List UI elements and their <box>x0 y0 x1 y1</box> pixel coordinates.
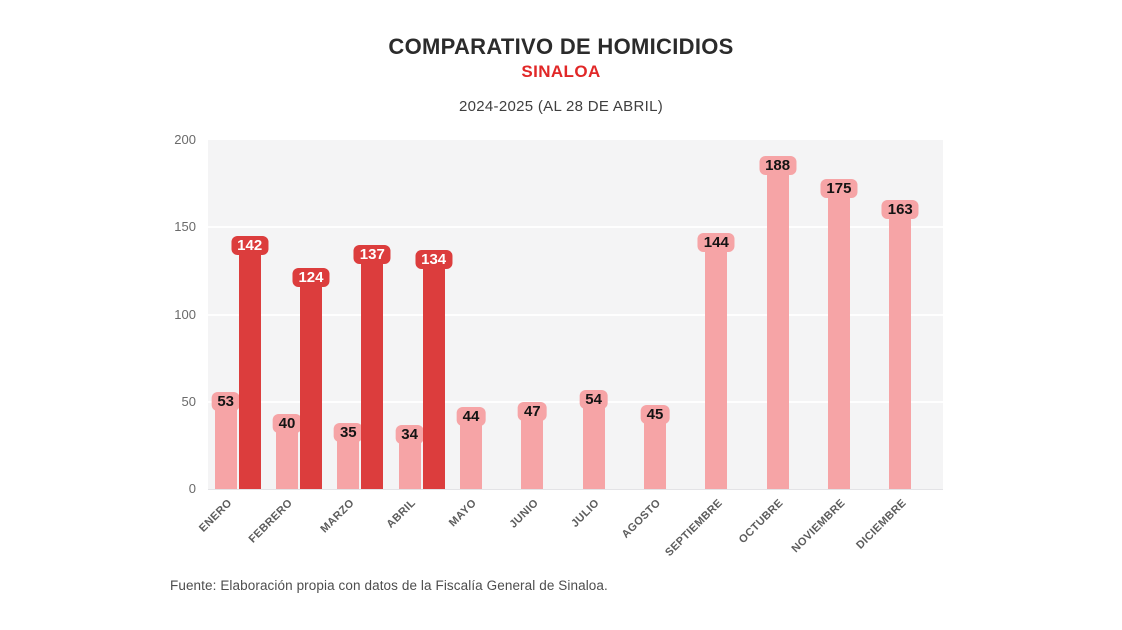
bar-value-label-2024-noviembre: 175 <box>820 178 858 198</box>
bar-2024-diciembre: 163 <box>881 199 919 489</box>
y-axis-label-0: 0 <box>188 481 196 496</box>
x-axis-label-abril: ABRIL <box>384 497 419 531</box>
month-group-enero: 53 142 ENERO <box>195 140 269 535</box>
x-axis-label-marzo: MARZO <box>318 497 357 536</box>
bar-2024-marzo: 35 <box>333 422 363 489</box>
x-axis-label-noviembre: NOVIEMBRE <box>789 497 848 556</box>
bar-value-label-2024-febrero: 40 <box>272 414 302 434</box>
bar-2024-noviembre: 175 <box>820 178 858 489</box>
bar-2025-febrero: 124 <box>292 267 330 489</box>
y-axis-label-100: 100 <box>174 306 196 322</box>
bar-value-label-2024-abril: 34 <box>395 424 424 444</box>
source-note: Fuente: Elaboración propia con datos de … <box>170 578 608 593</box>
bar-2024-julio: 54 <box>579 389 608 489</box>
bar-2024-enero: 53 <box>211 391 240 489</box>
bar-2024-mayo: 44 <box>456 407 486 489</box>
gridline-100 <box>208 313 943 316</box>
x-axis-label-junio: JUNIO <box>507 497 541 531</box>
bar-value-label-2024-mayo: 44 <box>456 407 486 427</box>
bar-value-label-2024-agosto: 45 <box>640 405 670 425</box>
bar-2024-junio: 47 <box>517 402 547 489</box>
bar-2024-abril: 34 <box>395 424 424 489</box>
month-group-mayo: 44 MAYO <box>440 140 501 529</box>
bar-value-label-2024-octubre: 188 <box>759 155 797 175</box>
x-axis-label-agosto: AGOSTO <box>619 497 664 541</box>
y-axis-label-50: 50 <box>181 393 196 409</box>
month-group-octubre: 188 OCTUBRE <box>737 140 808 546</box>
bar-value-label-2025-abril: 134 <box>415 250 453 270</box>
y-axis-label-150: 150 <box>174 219 196 235</box>
y-axis-label-200: 200 <box>174 132 196 147</box>
bar-value-label-2024-junio: 47 <box>517 402 547 421</box>
x-axis-label-septiembre: SEPTIEMBRE <box>662 497 725 559</box>
bar-value-label-2024-diciembre: 163 <box>881 199 919 219</box>
plot-area <box>208 140 943 490</box>
month-group-agosto: 45 AGOSTO <box>620 140 685 541</box>
month-group-abril: 34 134 ABRIL <box>379 140 453 531</box>
bar-value-label-2024-septiembre: 144 <box>697 232 735 252</box>
month-group-junio: 47 JUNIO <box>502 140 563 531</box>
bar-value-label-2024-julio: 54 <box>579 389 608 409</box>
month-group-marzo: 35 137 MARZO <box>318 140 391 535</box>
bar-value-label-2025-febrero: 124 <box>292 267 330 287</box>
bar-2024-septiembre: 144 <box>697 232 735 489</box>
x-axis-label-octubre: OCTUBRE <box>737 497 787 546</box>
bar-2024-agosto: 45 <box>640 405 670 489</box>
bar-2025-enero: 142 <box>231 236 269 489</box>
month-group-septiembre: 144 SEPTIEMBRE <box>663 140 747 559</box>
bar-value-label-2024-marzo: 35 <box>333 422 363 442</box>
chart-title: COMPARATIVO DE HOMICIDIOS <box>388 34 734 59</box>
x-axis-label-mayo: MAYO <box>447 497 480 530</box>
bar-value-label-2025-enero: 142 <box>231 236 269 256</box>
gridline-50 <box>208 400 943 403</box>
bar-2024-octubre: 188 <box>759 155 797 489</box>
x-axis-label-julio: JULIO <box>569 497 603 530</box>
bar-2024-febrero: 40 <box>272 414 302 489</box>
bar-value-label-2024-enero: 53 <box>211 391 240 411</box>
bar-2025-abril: 134 <box>415 250 453 489</box>
bar-value-label-2025-marzo: 137 <box>353 244 391 264</box>
month-group-noviembre: 175 NOVIEMBRE <box>789 140 869 555</box>
x-axis-label-enero: ENERO <box>196 497 235 535</box>
month-group-febrero: 40 124 FEBRERO <box>247 140 330 546</box>
bars-layer: 53 142 ENERO 40 124 FEBRERO 35 137 MARZO 34 134 ABR… <box>195 140 931 559</box>
chart-period: 2024-2025 (AL 28 DE ABRIL) <box>458 98 664 115</box>
chart-subtitle-state: SINALOA <box>521 62 601 81</box>
bar-2025-marzo: 137 <box>353 244 391 489</box>
month-group-diciembre: 163 DICIEMBRE <box>854 140 931 552</box>
gridline-150 <box>208 226 943 229</box>
x-axis-label-diciembre: DICIEMBRE <box>854 497 909 552</box>
month-group-julio: 54 JULIO <box>563 140 624 530</box>
x-axis-label-febrero: FEBRERO <box>246 497 296 546</box>
y-axis: 0 50 100 150 200 <box>120 132 196 496</box>
